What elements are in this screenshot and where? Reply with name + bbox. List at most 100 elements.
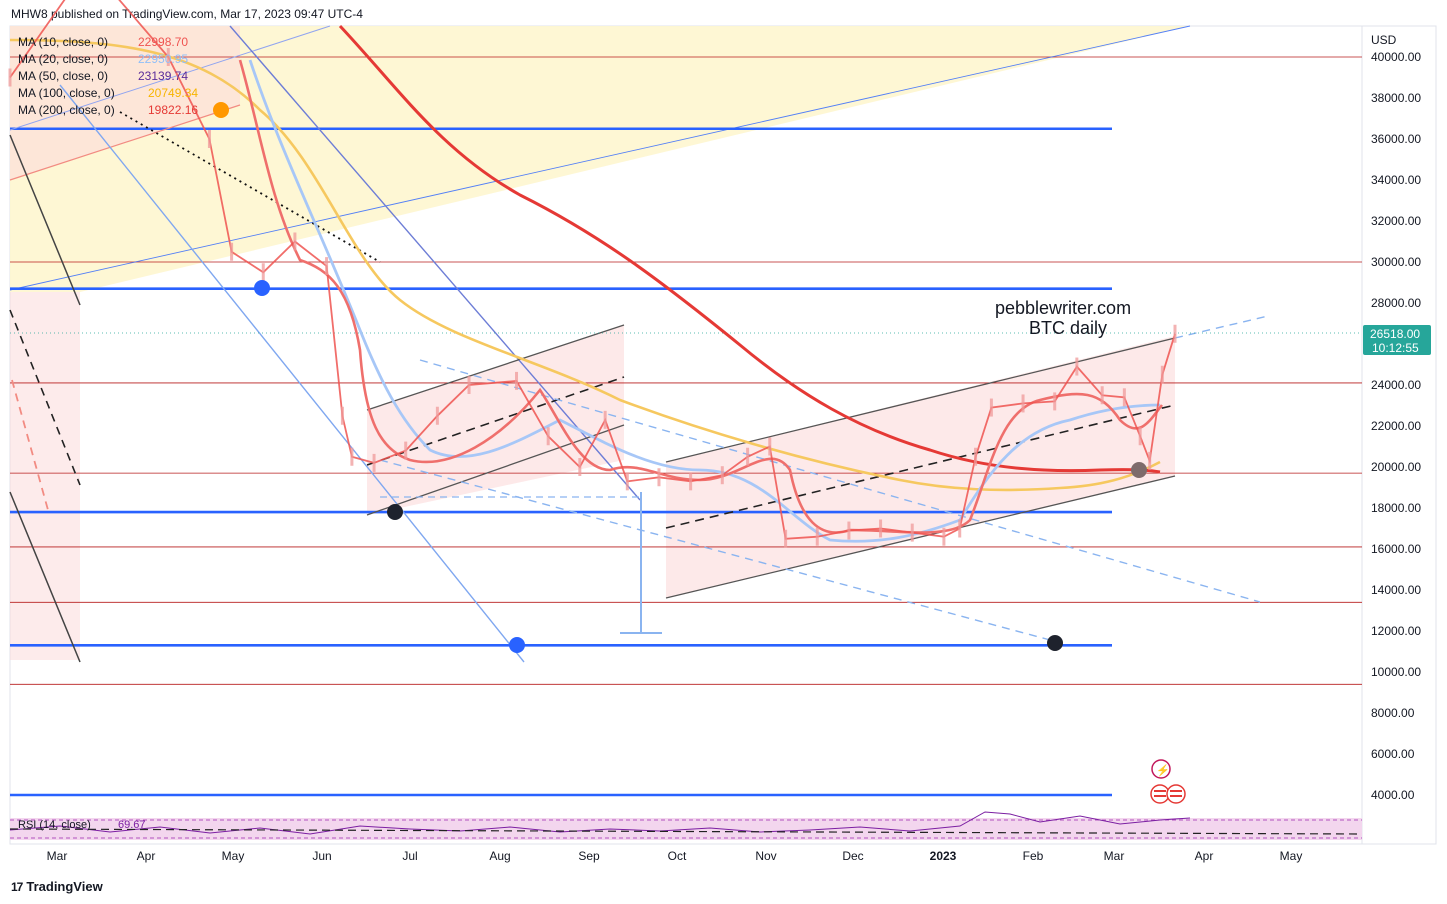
blue-level-lines [10,127,1112,797]
candle [1075,357,1079,376]
candle [467,376,471,394]
wedge-upper-line [9,25,331,131]
projection-up [1174,315,1269,339]
price-tick-label: 10000.00 [1371,665,1421,679]
candle [625,472,629,491]
summer-mid [366,376,625,466]
candle [1021,394,1025,413]
price-series [8,0,1177,548]
candle [1173,324,1177,343]
candle [515,371,519,390]
rsi-value: 69.67 [118,819,146,831]
candle [958,519,962,538]
candle [293,232,297,251]
candle [746,447,750,466]
price-tick-label: 22000.00 [1371,419,1421,433]
ma-legend-value: 20749.34 [148,86,198,100]
candle [847,521,851,540]
candle [942,527,946,546]
dotted-decline [119,111,381,263]
winter-lower [665,475,1176,599]
ma-200-line [338,24,1161,474]
time-tick-label: Jun [312,849,331,863]
last-price-countdown: 10:12:55 [1372,341,1419,355]
black-marker-1 [387,504,403,520]
candle [1053,392,1057,411]
tradingview-logo[interactable]: 17 TradingView [11,879,103,894]
ma-legend: MA (10, close, 0) 22998.70 MA (20, close, … [18,35,198,117]
candle [974,447,978,466]
price-tick-label: 4000.00 [1371,788,1415,802]
winter-upper [665,337,1176,463]
blue-marker-1 [254,280,270,296]
price-tick-label: 24000.00 [1371,378,1421,392]
time-tick-label: Mar [1104,849,1125,863]
candle [1122,388,1126,407]
rsi-label: RSI (14, close) [18,819,91,831]
summer-lower [366,424,625,516]
ma-10-line [238,59,1164,534]
lightning-icon [1151,759,1171,779]
us-flag-icon-2 [1166,784,1186,804]
candle [435,406,439,425]
time-tick-label: May [1280,849,1303,863]
time-tick-label: Apr [137,849,156,863]
time-tick-label: Mar [47,849,68,863]
price-tick-label: 30000.00 [1371,255,1421,269]
candle [603,410,607,429]
candle [404,441,408,460]
left-channel-zone [10,292,80,660]
event-icons[interactable]: ⚡ [1150,759,1186,804]
time-tick-label: Feb [1023,849,1044,863]
price-tick-label: 40000.00 [1371,50,1421,64]
time-tick-label: Jul [402,849,417,863]
rsi-trend [9,828,1363,835]
price-series-line [9,0,1176,540]
candle [1138,427,1142,446]
price-tick-label: 32000.00 [1371,214,1421,228]
annotation-site: pebblewriter.com [995,298,1131,318]
ma-legend-value: 23139.74 [138,69,188,83]
red-wedge-line [9,104,241,181]
tradingview-brand: TradingView [26,879,103,894]
candle [879,519,883,538]
price-tick-label: 18000.00 [1371,501,1421,515]
time-axis: Mar Apr May Jun Jul Aug Sep Oct Nov Dec 2023 Feb Mar… [47,849,1303,863]
price-tick-label: 8000.00 [1371,706,1415,720]
price-tick-label: 16000.00 [1371,542,1421,556]
candle [372,453,376,472]
black-marker-2 [1047,635,1063,651]
candle [910,523,914,542]
red-wedge-zone [10,26,240,180]
ma-legend-value: 22950.95 [138,52,188,66]
time-tick-label: Nov [755,849,776,863]
ma-legend-label: MA (200, close, 0) [18,103,115,117]
time-tick-label: 2023 [930,849,957,863]
ma-legend-value: 19822.16 [148,103,198,117]
price-axis: 40000.00 38000.00 36000.00 34000.00 32000.00… [1371,50,1421,802]
candle [657,468,661,487]
currency-label: USD [1371,33,1397,47]
yellow-wedge-zone [10,26,1190,292]
left-channel-mid [9,309,81,486]
time-tick-label: Oct [668,849,687,863]
time-tick-label: Aug [489,849,510,863]
annotation-symbol: BTC daily [1029,318,1107,338]
blue-marker-2 [509,637,525,653]
candle [207,130,211,148]
rsi-pane: RSI (14, close) 69.67 [9,811,1363,840]
ma-legend-label: MA (50, close, 0) [18,69,108,83]
last-price-tag: 26518.00 10:12:55 [1363,325,1431,355]
trend-lines [9,25,1362,663]
price-tick-label: 34000.00 [1371,173,1421,187]
blue-dash-decline [419,359,1261,603]
grey-marker [1131,462,1147,478]
summer-upper [366,324,625,411]
candle [1100,386,1104,405]
time-tick-label: May [222,849,245,863]
blue-dash-decline-2 [379,459,1051,641]
ma-legend-label: MA (20, close, 0) [18,52,108,66]
candle [230,242,234,261]
time-tick-label: Sep [578,849,600,863]
